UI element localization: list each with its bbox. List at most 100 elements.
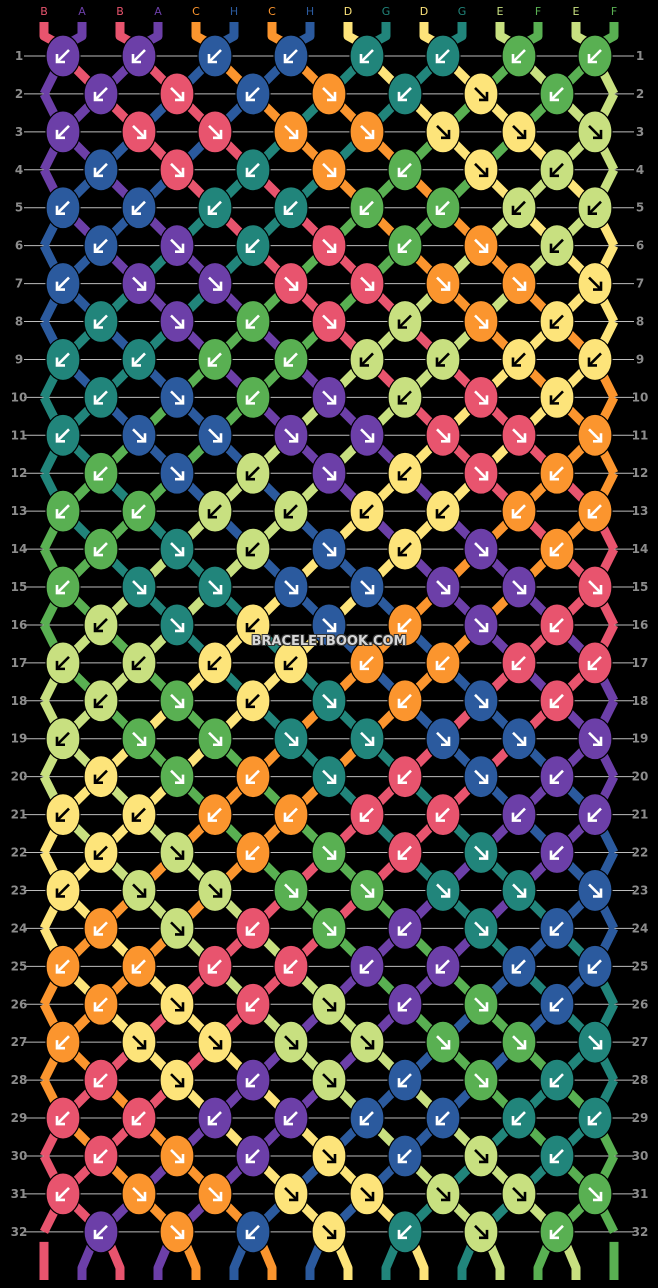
knot[interactable]	[425, 1172, 461, 1216]
knot[interactable]	[387, 982, 423, 1026]
knot[interactable]	[501, 565, 537, 609]
knot[interactable]	[501, 186, 537, 230]
knot[interactable]	[197, 186, 233, 230]
knot[interactable]	[45, 944, 81, 988]
knot[interactable]	[159, 1058, 195, 1102]
knot[interactable]	[83, 906, 119, 950]
knot[interactable]	[577, 1172, 613, 1216]
knot[interactable]	[311, 1058, 347, 1102]
knot[interactable]	[197, 337, 233, 382]
knot[interactable]	[463, 148, 499, 192]
knot[interactable]	[463, 906, 499, 950]
knot[interactable]	[539, 299, 575, 344]
knot[interactable]	[577, 868, 613, 913]
knot[interactable]	[235, 1134, 271, 1178]
knot[interactable]	[121, 489, 157, 533]
knot[interactable]	[45, 1096, 81, 1140]
knot[interactable]	[387, 72, 423, 116]
knot[interactable]	[159, 982, 195, 1026]
knot[interactable]	[197, 413, 233, 457]
knot[interactable]	[83, 451, 119, 495]
knot[interactable]	[121, 337, 157, 382]
knot[interactable]	[311, 830, 347, 875]
knot[interactable]	[159, 299, 195, 344]
knot[interactable]	[349, 792, 385, 837]
knot[interactable]	[83, 224, 119, 268]
knot[interactable]	[501, 1020, 537, 1064]
knot[interactable]	[501, 337, 537, 382]
knot[interactable]	[387, 527, 423, 571]
knot[interactable]	[83, 679, 119, 723]
knot[interactable]	[273, 944, 309, 988]
knot[interactable]	[349, 868, 385, 913]
knot[interactable]	[463, 375, 499, 419]
knot[interactable]	[463, 72, 499, 116]
knot[interactable]	[501, 261, 537, 306]
knot[interactable]	[311, 148, 347, 192]
knot[interactable]	[463, 1058, 499, 1102]
knot[interactable]	[235, 527, 271, 571]
knot[interactable]	[425, 413, 461, 457]
knot[interactable]	[577, 337, 613, 382]
knot[interactable]	[121, 565, 157, 609]
knot[interactable]	[387, 603, 423, 647]
knot[interactable]	[121, 868, 157, 913]
knot[interactable]	[425, 337, 461, 382]
knot[interactable]	[425, 1020, 461, 1064]
knot[interactable]	[501, 413, 537, 457]
knot[interactable]	[197, 1172, 233, 1216]
knot[interactable]	[235, 1058, 271, 1102]
knot[interactable]	[425, 717, 461, 761]
knot[interactable]	[197, 34, 233, 78]
knot[interactable]	[349, 337, 385, 382]
knot[interactable]	[501, 1172, 537, 1216]
knot[interactable]	[197, 1096, 233, 1140]
knot[interactable]	[197, 261, 233, 306]
knot[interactable]	[235, 603, 271, 647]
knot[interactable]	[121, 641, 157, 685]
knot[interactable]	[349, 1172, 385, 1216]
knot[interactable]	[387, 148, 423, 192]
knot[interactable]	[501, 792, 537, 837]
knot[interactable]	[387, 830, 423, 875]
knot[interactable]	[311, 906, 347, 950]
knot[interactable]	[311, 1210, 347, 1254]
knot[interactable]	[159, 375, 195, 419]
knot[interactable]	[387, 224, 423, 268]
knot[interactable]	[235, 679, 271, 723]
knot[interactable]	[349, 1020, 385, 1064]
knot[interactable]	[273, 1172, 309, 1216]
knot[interactable]	[273, 34, 309, 78]
knot[interactable]	[577, 489, 613, 533]
knot[interactable]	[501, 110, 537, 154]
knot[interactable]	[235, 72, 271, 116]
knot[interactable]	[235, 224, 271, 268]
knot[interactable]	[311, 299, 347, 344]
knot[interactable]	[577, 413, 613, 457]
knot[interactable]	[425, 261, 461, 306]
knot[interactable]	[159, 451, 195, 495]
knot[interactable]	[425, 565, 461, 609]
knot[interactable]	[577, 717, 613, 761]
knot[interactable]	[235, 830, 271, 875]
knot[interactable]	[83, 148, 119, 192]
knot[interactable]	[311, 1134, 347, 1178]
knot[interactable]	[235, 1210, 271, 1254]
knot[interactable]	[501, 868, 537, 913]
knot[interactable]	[539, 224, 575, 268]
knot[interactable]	[159, 72, 195, 116]
knot[interactable]	[45, 792, 81, 837]
knot[interactable]	[159, 1210, 195, 1254]
knot[interactable]	[349, 34, 385, 78]
knot[interactable]	[159, 1134, 195, 1178]
knot[interactable]	[425, 792, 461, 837]
knot[interactable]	[159, 224, 195, 268]
knot[interactable]	[349, 944, 385, 988]
knot[interactable]	[539, 148, 575, 192]
knot[interactable]	[197, 1020, 233, 1064]
knot[interactable]	[349, 489, 385, 533]
knot[interactable]	[83, 603, 119, 647]
knot[interactable]	[273, 186, 309, 230]
knot[interactable]	[501, 641, 537, 685]
knot[interactable]	[539, 72, 575, 116]
